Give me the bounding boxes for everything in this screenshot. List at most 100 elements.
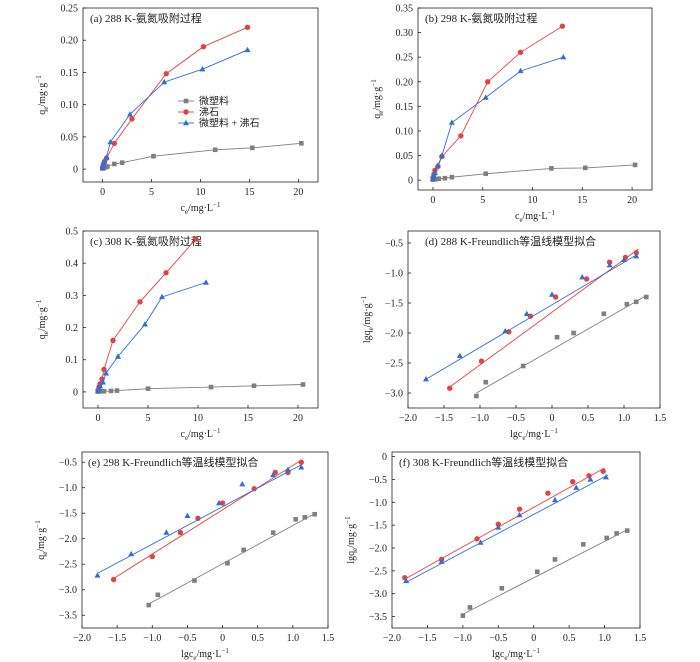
x-tick-label: 1.5: [634, 633, 647, 644]
y-tick-label: 0.2: [66, 323, 79, 334]
x-tick-label: −2.0: [383, 633, 401, 644]
series-line: [102, 142, 302, 169]
x-tick-label: −1.5: [108, 633, 126, 644]
data-point: [244, 46, 251, 53]
x-axis-label: lgce/mg·L−1: [181, 647, 229, 662]
data-point: [448, 119, 455, 125]
data-point: [177, 529, 184, 536]
panel-title: (f) 308 K-Freundlich等温线模型拟合: [399, 455, 568, 469]
x-tick-label: 20: [293, 187, 303, 198]
y-tick-label: −3.0: [385, 389, 403, 400]
panel-title: (c) 308 K-氨氮吸附过程: [90, 234, 202, 248]
fit-line: [449, 248, 639, 388]
data-point: [579, 274, 586, 280]
series-line: [432, 164, 636, 181]
data-point: [600, 468, 606, 474]
data-point: [549, 291, 555, 297]
data-point: [112, 161, 117, 167]
data-point: [302, 514, 308, 520]
data-point: [403, 577, 410, 584]
data-point: [244, 24, 251, 31]
panel-title: (e) 298 K-Freundlich等温线模型拟合: [88, 455, 258, 469]
data-point: [520, 363, 526, 369]
data-point: [137, 299, 143, 305]
data-point: [98, 388, 104, 394]
data-point: [458, 133, 464, 139]
data-point: [208, 384, 214, 390]
data-point: [145, 386, 151, 391]
data-point: [251, 383, 257, 389]
data-point: [477, 539, 484, 545]
legend-marker: [183, 98, 189, 104]
data-point: [438, 558, 445, 564]
data-series: [146, 511, 317, 608]
data-point: [436, 176, 442, 181]
fit-line: [476, 294, 648, 394]
x-tick-label: 0: [531, 633, 536, 644]
panel-title: (b) 298 K-氨氮吸附过程: [425, 11, 537, 25]
data-point: [516, 511, 523, 518]
legend-marker: [183, 109, 189, 115]
data-point: [193, 236, 199, 242]
data-point: [573, 484, 580, 490]
x-tick-label: 10: [528, 195, 538, 206]
data-point: [624, 301, 630, 307]
x-tick-label: −0.5: [507, 413, 525, 424]
y-axis-label: qe/mg·g−1: [34, 520, 49, 560]
data-point: [517, 49, 524, 55]
data-point: [624, 528, 630, 533]
data-point: [438, 152, 445, 158]
data-point: [602, 473, 609, 480]
x-tick-label: 0: [100, 187, 105, 198]
data-point: [442, 175, 448, 181]
data-point: [103, 370, 109, 376]
y-tick-label: 0.30: [396, 28, 414, 39]
y-tick-label: 0.20: [396, 77, 414, 88]
y-tick-label: −3.5: [369, 612, 387, 623]
panel-title: (a) 288 K-氨氮吸附过程: [90, 11, 202, 25]
data-point: [587, 476, 594, 482]
x-tick-label: −0.5: [178, 633, 196, 644]
data-point: [482, 94, 489, 100]
data-point: [621, 256, 627, 262]
data-point: [101, 388, 107, 394]
data-point: [434, 162, 441, 168]
x-tick-label: 15: [243, 413, 253, 424]
plot-frame: [407, 230, 661, 409]
data-point: [456, 352, 463, 358]
data-point: [203, 279, 209, 285]
data-point: [571, 330, 576, 336]
y-axis-label: qe/mg·g−1: [35, 75, 50, 115]
data-point: [633, 253, 640, 259]
x-axis-label: lgce/mg·L−1: [510, 427, 558, 442]
data-series: [95, 279, 209, 394]
y-axis-label: qe/mg·g−1: [370, 79, 385, 119]
data-point: [474, 536, 480, 542]
y-tick-label: −1.5: [385, 299, 403, 310]
chart-panel: 0 5 10 15 20 0 0.1 0.2 0.3 0.4 0.5 (c) 308 K-氨氮吸附过程…: [35, 227, 319, 442]
x-tick-label: 0.5: [251, 633, 264, 644]
panel-title: (d) 288 K-Freundlich等温线模型拟合: [425, 234, 596, 248]
chart-panel: 0 5 10 15 20 0 0.05 0.10 0.15 0.20 0.25 0.30 0.35 (b)…: [370, 4, 653, 224]
data-point: [108, 388, 114, 394]
data-point: [604, 535, 609, 541]
data-point: [298, 459, 304, 465]
x-tick-label: 5: [146, 413, 151, 424]
data-point: [601, 311, 607, 317]
y-tick-label: 0.10: [396, 126, 414, 137]
x-tick-label: 0: [96, 413, 101, 424]
chart-panel: 0 5 10 15 20 0 0.05 0.10 0.15 0.20 0.25 (a) 288 K-氨…: [35, 4, 319, 216]
x-tick-label: 1.0: [287, 633, 300, 644]
data-series: [402, 467, 606, 581]
series-line: [97, 282, 207, 392]
y-tick-label: −3.5: [59, 611, 77, 622]
data-point: [559, 23, 566, 29]
data-point: [430, 173, 437, 179]
fit-line: [113, 459, 302, 579]
data-point: [545, 490, 551, 496]
x-tick-label: −2.0: [399, 413, 417, 424]
x-tick-label: 1.5: [322, 633, 335, 644]
y-tick-label: 0.25: [396, 53, 414, 64]
y-tick-label: 0.25: [61, 4, 79, 15]
series-line: [97, 238, 197, 391]
